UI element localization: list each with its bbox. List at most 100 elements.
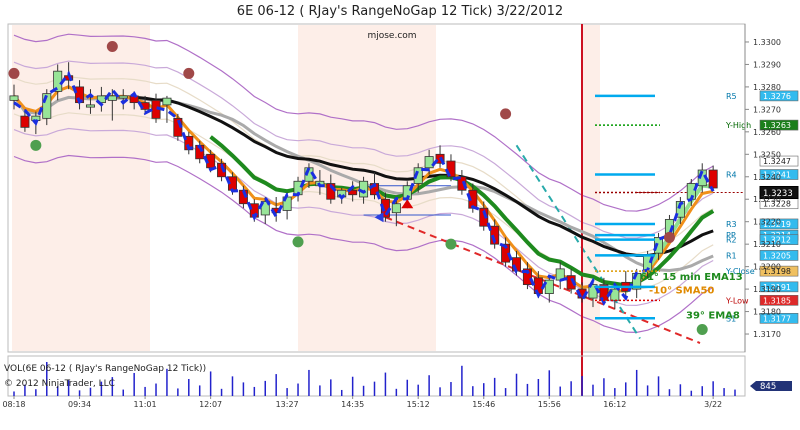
candle-body <box>348 189 358 196</box>
volume-panel: 845 <box>7 355 792 397</box>
entry-arrow <box>374 212 384 223</box>
pivot-marker <box>292 236 304 248</box>
pivot-marker <box>445 238 457 250</box>
level-value: 1.3212 <box>763 236 791 245</box>
price-tick-label: 1.3240 <box>753 173 781 182</box>
current-price-tag <box>759 185 799 199</box>
copyright: © 2012 NinjaTrader, LLC <box>4 379 115 389</box>
zigzag-path <box>13 70 715 306</box>
candle-body <box>129 95 139 104</box>
candle-body <box>260 201 270 216</box>
candle-body <box>424 156 434 169</box>
current-price-value: 1.3233 <box>763 189 793 199</box>
level-tag <box>759 281 799 293</box>
candle-body <box>20 115 30 128</box>
candle-body <box>457 176 467 191</box>
level-value: 1.3276 <box>763 92 791 101</box>
time-tick-label: 11:01 <box>134 400 157 409</box>
candle-body <box>479 207 489 227</box>
time-tick-label: 15:12 <box>407 400 430 409</box>
candle-body <box>217 162 227 178</box>
price-tick-label: 1.3210 <box>753 240 781 249</box>
price-tick-label: 1.3170 <box>753 330 781 339</box>
time-tick-label: 3/22 <box>704 400 722 409</box>
time-tick-label: 14:35 <box>341 400 364 409</box>
candle-body <box>9 95 19 101</box>
buy-arrow <box>401 199 414 209</box>
level-tag <box>759 295 799 306</box>
level-value: 1.3198 <box>763 267 791 276</box>
pivot-marker <box>500 108 512 120</box>
session-band <box>12 25 150 351</box>
time-tick-label: 09:34 <box>68 400 91 409</box>
candle-body <box>85 104 95 108</box>
price-tick-label: 1.3200 <box>753 263 781 272</box>
level-value: 1.3247 <box>763 157 791 166</box>
price-tick-label: 1.3270 <box>753 105 781 114</box>
level-name: R1 <box>726 251 737 260</box>
level-name: R3 <box>726 220 737 229</box>
price-tick-label: 1.3280 <box>753 83 781 92</box>
channel-trendline <box>515 144 641 340</box>
level-name: R4 <box>726 171 737 180</box>
candle-body <box>654 237 664 254</box>
level-value: 1.3191 <box>763 283 791 292</box>
pivot-marker <box>663 231 675 243</box>
level-value: 1.3185 <box>763 296 791 305</box>
candle-body <box>42 93 52 119</box>
candle-body <box>391 203 401 214</box>
candle-body <box>675 201 685 218</box>
time-tick-label: 15:46 <box>472 400 495 409</box>
level-value: 1.3177 <box>763 314 791 323</box>
pivot-marker <box>696 324 708 336</box>
level-name: R5 <box>726 92 737 101</box>
price-tick-label: 1.3260 <box>753 128 781 137</box>
level-tag <box>759 90 799 102</box>
candle-body <box>118 95 128 99</box>
volume-last-tag <box>750 381 792 391</box>
level-name: PP <box>726 231 736 240</box>
annotations: 61° 15 min EMA13 -10° SMA50 39° EMA8 <box>640 272 743 321</box>
level-tag <box>759 119 799 131</box>
pivot-marker <box>106 40 118 52</box>
time-tick-label: 16:12 <box>603 400 626 409</box>
level-name: Y-Low <box>725 296 749 305</box>
level-tag <box>759 218 799 230</box>
level-tag <box>759 155 799 167</box>
channel-line <box>13 60 714 239</box>
price-tick-label: 1.3190 <box>753 285 781 294</box>
channel-line <box>13 154 714 334</box>
price-tick-label: 1.3220 <box>753 218 781 227</box>
level-value: 1.3219 <box>763 220 791 229</box>
pivot-markers <box>8 40 708 336</box>
price-axis[interactable]: 1.3300 1.3290 1.3280 1.3270 1.3260 1.3250 1.32… <box>744 24 781 352</box>
price-tick-label: 1.3250 <box>753 150 781 159</box>
chart-title: 6E 06-12 ( RJay's RangeNoGap 12 Tick) 3/… <box>236 4 564 19</box>
level-tag <box>759 265 799 277</box>
level-tag <box>759 250 799 261</box>
candle-body <box>162 97 172 106</box>
candles <box>9 62 718 310</box>
candle-body <box>522 268 532 286</box>
ma-annotation: -10° SMA50 <box>649 286 714 297</box>
candle-body <box>708 169 718 189</box>
level-name: Y-High <box>725 121 751 130</box>
volume-label: VOL(6E 06-12 ( RJay's RangeNoGap 12 Tick… <box>4 364 206 374</box>
level-value: 1.3241 <box>763 171 791 180</box>
price-levels: R5 1.3276 Y-High 1.3263 1.3247 R4 1.3241 1.3233… <box>595 90 799 324</box>
time-tick-label: 08:18 <box>2 400 25 409</box>
level-tag <box>759 234 799 245</box>
level-tag <box>759 169 799 180</box>
level-tag <box>759 313 799 324</box>
level-value: 1.3205 <box>763 251 791 260</box>
ma-annotation: 61° 15 min EMA13 <box>640 272 743 283</box>
price-tick-label: 1.3300 <box>753 38 781 47</box>
time-axis[interactable]: 08:18 09:34 11:01 12:07 13:27 14:35 15:12 15:46… <box>2 396 722 409</box>
time-tick-label: 13:27 <box>276 400 299 409</box>
sma50-line <box>101 95 714 257</box>
zigzag-line <box>13 70 715 306</box>
volume-frame <box>7 355 746 397</box>
time-tick-label: 12:07 <box>199 400 222 409</box>
candle-body <box>490 225 500 245</box>
